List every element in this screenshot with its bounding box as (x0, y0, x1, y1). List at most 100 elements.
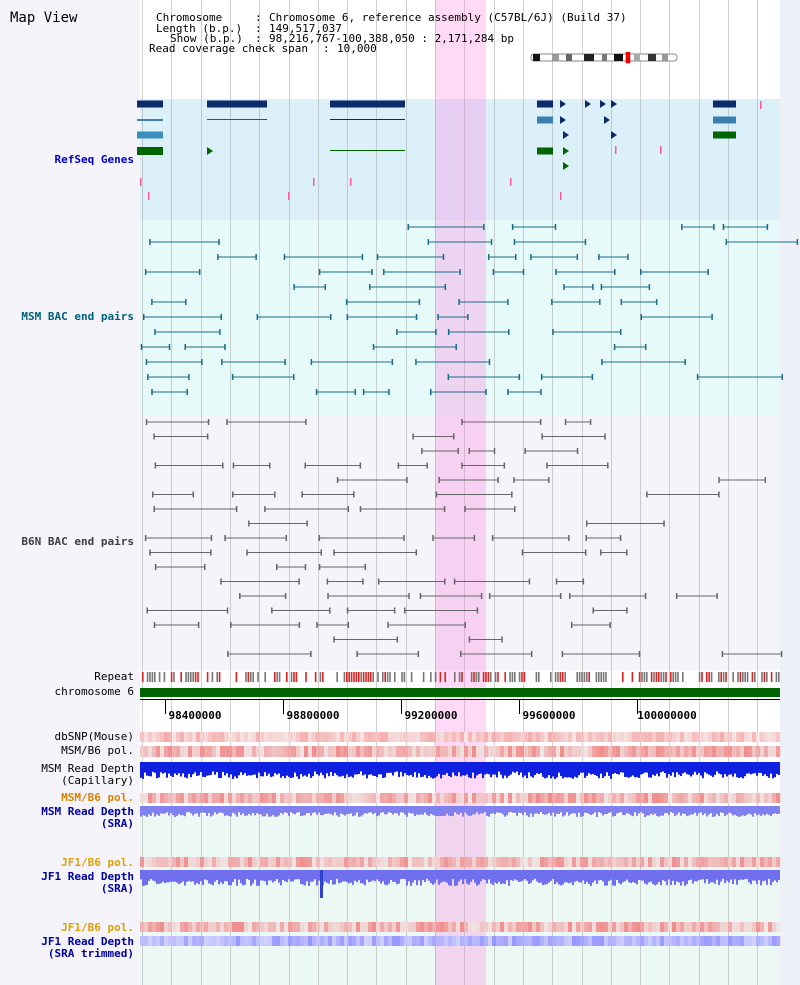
signal-bin (460, 732, 465, 742)
repeat-mark (305, 672, 307, 682)
signal-bin (560, 793, 565, 803)
signal-bin (620, 936, 625, 946)
b6n-bac-end-pairs-label[interactable]: B6N BAC end pairs (21, 535, 134, 548)
depth-bar (388, 806, 390, 813)
depth-bar (504, 762, 506, 776)
signal-bin (460, 922, 465, 932)
grid-line (376, 0, 377, 985)
depth-bar (318, 806, 320, 813)
depth-bar (552, 870, 554, 879)
depth-bar (550, 762, 552, 779)
depth-bar (712, 806, 714, 817)
signal-bin (756, 746, 761, 757)
signal-bin (180, 857, 185, 867)
depth-bar (360, 870, 362, 884)
signal-bin (704, 857, 709, 867)
signal-bin (216, 922, 221, 932)
signal-bin (312, 857, 317, 867)
signal-bin (712, 732, 717, 742)
jf1-b6-pol-label: JF1/B6 pol. (61, 856, 134, 869)
repeat-mark (478, 672, 480, 682)
signal-bin (612, 732, 617, 742)
signal-bin (712, 793, 717, 803)
depth-bar (280, 806, 282, 814)
depth-bar (430, 806, 432, 815)
depth-bar (644, 762, 646, 773)
repeat-mark (605, 672, 607, 682)
signal-bin (316, 922, 321, 932)
signal-bin (408, 746, 413, 757)
depth-bar (472, 762, 474, 773)
depth-bar (376, 806, 378, 817)
signal-bin (188, 732, 193, 742)
depth-bar (634, 870, 636, 883)
signal-bin (552, 936, 557, 946)
depth-bar (774, 806, 776, 814)
signal-bin (332, 746, 337, 757)
signal-bin (204, 732, 209, 742)
signal-bin (188, 857, 193, 867)
depth-bar (632, 762, 634, 776)
chromosome-ideogram[interactable] (530, 52, 680, 64)
depth-bar (658, 762, 660, 777)
signal-bin (356, 922, 361, 932)
signal-bin (468, 732, 473, 742)
depth-bar (386, 762, 388, 774)
signal-bin (748, 793, 753, 803)
signal-bin (424, 857, 429, 867)
signal-bin (768, 936, 773, 946)
depth-bar (480, 762, 482, 774)
refseq-genes-label[interactable]: RefSeq Genes (54, 153, 134, 166)
depth-bar (254, 870, 256, 880)
signal-bin (240, 857, 245, 867)
depth-bar (260, 870, 262, 881)
depth-bar (212, 806, 214, 816)
depth-bar (730, 870, 732, 880)
depth-bar (732, 806, 734, 816)
signal-bin (492, 936, 497, 946)
depth-bar (458, 762, 460, 773)
signal-bin (620, 732, 625, 742)
depth-bar (348, 806, 350, 814)
signal-bin (628, 922, 633, 932)
repeat-mark (710, 672, 713, 682)
grid-line (142, 0, 143, 985)
signal-bin (736, 857, 741, 867)
signal-bin (476, 793, 481, 803)
depth-bar (396, 806, 398, 814)
signal-bin (472, 793, 477, 803)
signal-bin (664, 746, 669, 757)
depth-bar (288, 870, 290, 880)
signal-bin (732, 922, 737, 932)
depth-bar (608, 870, 610, 882)
msm-bac-end-pairs-label[interactable]: MSM BAC end pairs (21, 310, 134, 323)
signal-bin (252, 922, 257, 932)
depth-bar (276, 870, 278, 880)
signal-bin (328, 732, 333, 742)
selection-highlight[interactable] (435, 0, 486, 985)
signal-bin (700, 793, 705, 803)
signal-bin (680, 857, 685, 867)
signal-bin (456, 857, 461, 867)
repeat-mark (322, 672, 324, 682)
depth-bar (718, 762, 720, 774)
signal-bin (184, 732, 189, 742)
depth-bar (686, 806, 688, 817)
depth-bar (624, 806, 626, 816)
signal-bin (176, 922, 181, 932)
depth-bar (696, 806, 698, 816)
depth-bar (452, 870, 454, 879)
repeat-mark (192, 672, 194, 682)
signal-bin (724, 746, 729, 757)
depth-bar (148, 870, 150, 881)
depth-bar (140, 762, 142, 778)
repeat-mark (454, 672, 456, 682)
depth-bar (332, 762, 334, 776)
signal-bin (444, 732, 449, 742)
depth-bar (398, 870, 400, 884)
depth-bar (542, 870, 544, 886)
signal-bin (420, 857, 425, 867)
signal-bin (400, 857, 405, 867)
depth-bar (548, 870, 550, 883)
